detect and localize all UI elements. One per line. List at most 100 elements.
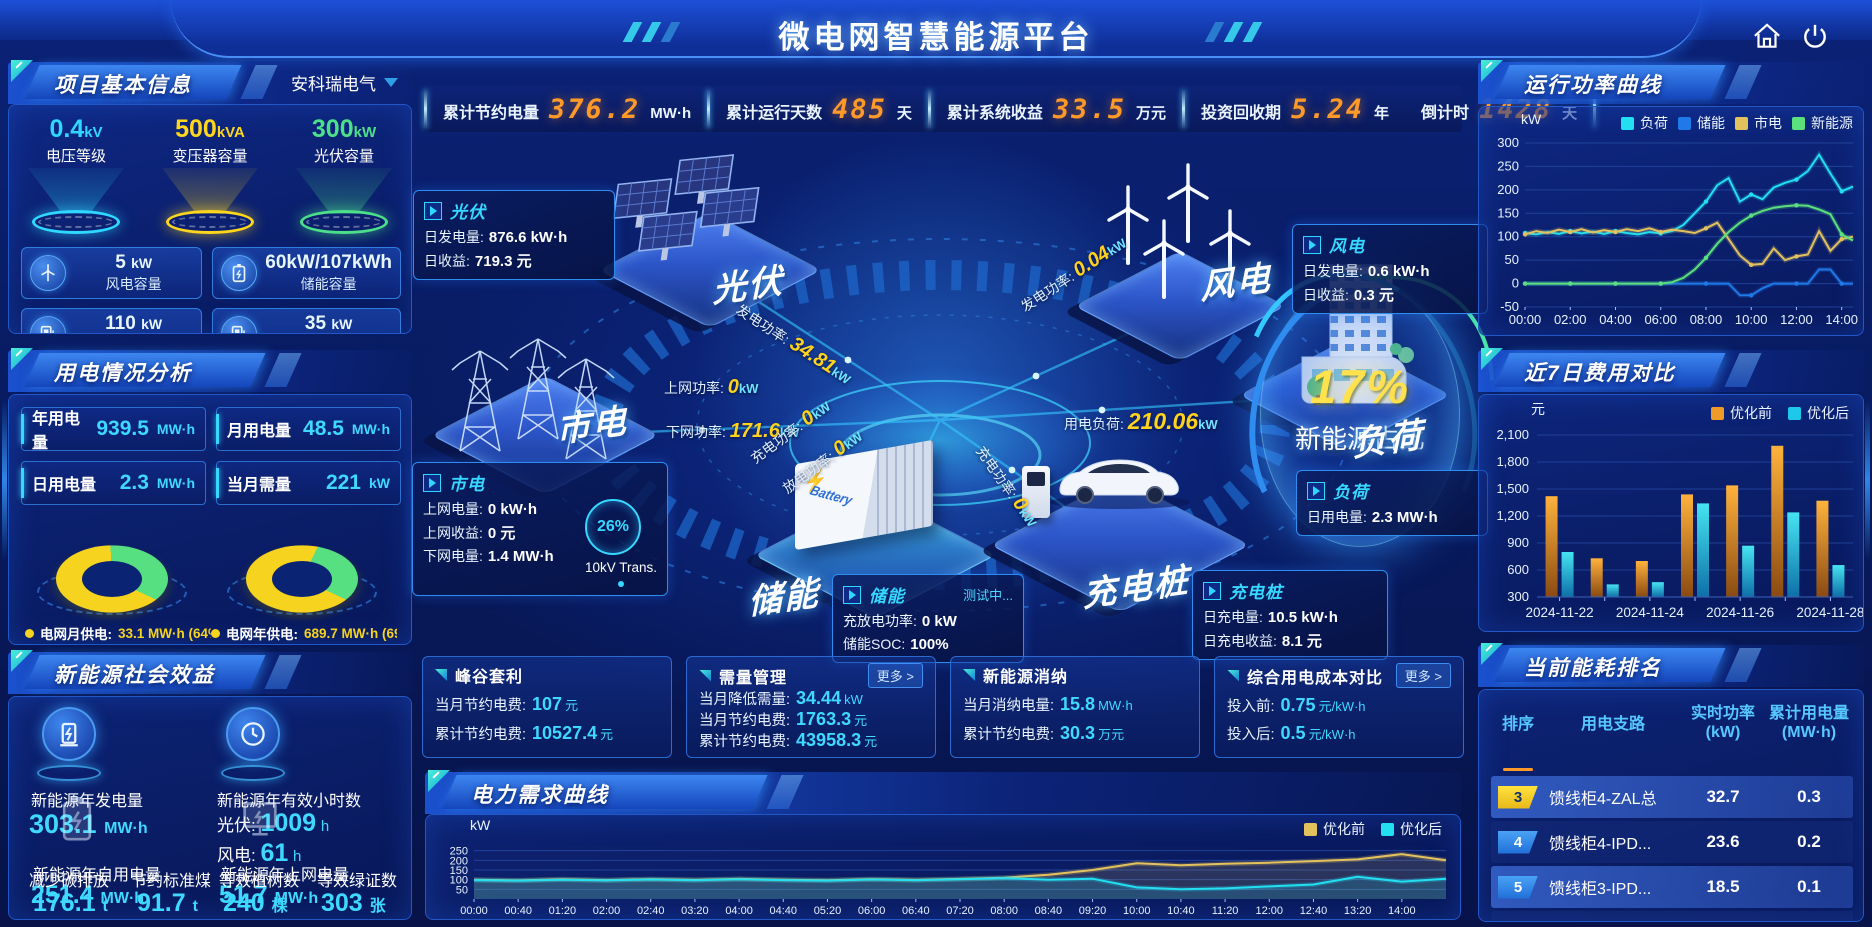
rank-row-5[interactable]: 5 馈线柜3-IPD... 18.5 0.1 [1491, 866, 1853, 908]
total-energy: 0.1 [1797, 877, 1821, 896]
rank-row-3[interactable]: 3 馈线柜4-ZAL总 32.7 0.3 [1491, 776, 1853, 818]
cone-label: 变压器容量 [172, 148, 248, 165]
legend-item-负荷[interactable]: 负荷 [1621, 113, 1668, 133]
svg-text:06:00: 06:00 [858, 905, 886, 917]
svg-text:12:00: 12:00 [1256, 905, 1284, 917]
feed-in-value: 51.7 MW·h [219, 881, 319, 909]
legend-item-优化后[interactable]: 优化后 [1381, 819, 1442, 839]
svg-text:06:00: 06:00 [1644, 312, 1677, 327]
wind-callout: 风电 日发电量: 0.6 kW·h 日收益: 0.3 元 [1292, 224, 1488, 314]
arrow-icon [423, 473, 441, 492]
rank-col-3: 累计用电量 (MW·h) [1768, 705, 1849, 742]
more-button[interactable]: 更多 > [867, 663, 923, 688]
rank-row-6[interactable]: 6 馈线柜6-IPD 22.7 0.1 [1491, 911, 1853, 921]
rank-col-2: 实时功率 (kW) [1690, 705, 1755, 742]
legend-item-新能源[interactable]: 新能源 [1792, 113, 1853, 133]
total-energy: 0.2 [1797, 832, 1821, 851]
usage-stats: 年用电量 939.5 MW·h 月用电量 48.5 MW·h 日用电量 2.3 MW·h 当月需量… [21, 407, 401, 505]
cert-value: 303 张 [321, 889, 386, 917]
grid-callout: 市电 上网电量: 0 kW·h 上网收益: 0 元下网电量: 1.4 MW·h 26% … [412, 462, 668, 596]
ranking-scroll-accent [1503, 768, 1533, 771]
coal-value: 91.7 t [137, 889, 198, 917]
rank-badge: 5 [1498, 875, 1538, 899]
kpi-label: 累计系统收益 [946, 104, 1043, 122]
svg-text:04:00: 04:00 [1599, 312, 1632, 327]
pv-callout: 光伏 日发电量: 876.6 kW·h 日收益: 719.3 元 [413, 190, 615, 280]
svg-text:1,800: 1,800 [1496, 454, 1529, 469]
legend-item-市电[interactable]: 市电 [1735, 113, 1782, 133]
svg-text:2024-11-28: 2024-11-28 [1796, 605, 1864, 620]
rank-badge: 4 [1498, 830, 1538, 854]
panel-title: 运行功率曲线 [1524, 74, 1662, 97]
svg-text:1,200: 1,200 [1496, 508, 1529, 523]
co2-value: 176.1 t [33, 889, 108, 917]
card-row: 投入后: 0.5 元/kW·h [1227, 723, 1356, 743]
home-button[interactable] [1750, 20, 1784, 52]
svg-text:600: 600 [1507, 562, 1529, 577]
kpi-label: 累计节约电量 [443, 104, 540, 122]
svg-text:03:20: 03:20 [681, 905, 709, 917]
total-energy: 0.3 [1797, 787, 1821, 806]
svg-text:02:40: 02:40 [637, 905, 665, 917]
callout-row: 日充电量: 10.5 kW·h [1203, 609, 1338, 626]
callout-row: 上网电量: 0 kW·h [423, 501, 538, 518]
svg-text:50: 50 [456, 884, 468, 896]
svg-text:09:20: 09:20 [1079, 905, 1107, 917]
transformer-load-percent: 26% [584, 499, 641, 555]
legend-item-储能[interactable]: 储能 [1678, 113, 1725, 133]
power-icon [1804, 24, 1826, 48]
svg-text:50: 50 [1505, 252, 1519, 267]
pv-hours: 光伏: 1009 h [217, 809, 330, 837]
transformer-note: 10kV Trans. [584, 560, 657, 575]
legend-item-优化后[interactable]: 优化后 [1788, 403, 1849, 423]
svg-text:10:00: 10:00 [1123, 905, 1151, 917]
callout-row: 日用电量: 2.3 MW·h [1307, 509, 1438, 526]
demand-legend: 优化前 优化后 [1304, 819, 1442, 839]
card-title: 综合用电成本对比 [1247, 669, 1384, 687]
legend-item-优化前[interactable]: 优化前 [1304, 819, 1365, 839]
legend-item-优化前[interactable]: 优化前 [1711, 403, 1772, 423]
capacity-cone-0: 0.4kV 电压等级 [17, 115, 135, 234]
card-title: 峰谷套利 [455, 669, 524, 686]
svg-text:2024-11-22: 2024-11-22 [1526, 605, 1594, 620]
capacity-card-2: 110 kW直流充电桩 [21, 308, 203, 333]
card-title: 需量管理 [719, 669, 788, 687]
callout-row: 充放电功率: 0 kW [843, 613, 957, 630]
svg-text:04:40: 04:40 [770, 905, 798, 917]
donut-legend-item: 电网月供电:33.1 MW·h (64%) [25, 623, 211, 643]
kpi-0: 累计节约电量 376.2 MW·h [427, 94, 707, 125]
cost-axis-unit: 元 [1531, 401, 1545, 417]
project-select[interactable]: 安科瑞电气 [291, 70, 398, 95]
month-donut-chart [27, 523, 197, 635]
coal-label: 节约标准煤 [131, 873, 212, 890]
callout-row: 下网电量: 1.4 MW·h [423, 548, 554, 565]
kpi-value: 33.5 [1052, 93, 1126, 125]
callout-row: 日收益: 719.3 元 [424, 253, 532, 270]
svg-text:01:20: 01:20 [549, 905, 577, 917]
arrow-icon [1307, 481, 1325, 500]
svg-text:1,500: 1,500 [1496, 481, 1529, 496]
ev-car-icon [1050, 459, 1190, 509]
card-row: 当月消纳电量: 15.8 MW·h [963, 694, 1133, 715]
transformer-load: 26% 10kV Trans. [584, 499, 657, 587]
svg-text:05:20: 05:20 [814, 905, 842, 917]
feeder-name: 馈线柜3-IPD... [1549, 881, 1652, 898]
kpi-unit: 天 [896, 104, 912, 122]
svg-text:300: 300 [1507, 589, 1529, 604]
panel-title: 新能源社会效益 [54, 664, 215, 687]
header-deco-right [1204, 22, 1263, 42]
solar-panels-icon [612, 154, 760, 261]
card-row: 当月降低需量: 34.44 kW [699, 688, 863, 708]
rank-row-4[interactable]: 4 馈线柜4-IPD... 23.6 0.2 [1491, 821, 1853, 863]
card-row: 投入前: 0.75 元/kW·h [1227, 695, 1366, 715]
power-button[interactable] [1798, 20, 1832, 52]
kpi-label: 投资回收期 [1200, 104, 1281, 122]
svg-text:04:00: 04:00 [725, 905, 753, 917]
ranking-table-header: 排序 用电支路 实时功率 (kW) 累计用电量 (MW·h) [1491, 704, 1853, 746]
more-button[interactable]: 更多 > [1395, 663, 1451, 688]
svg-text:2024-11-24: 2024-11-24 [1616, 605, 1685, 620]
